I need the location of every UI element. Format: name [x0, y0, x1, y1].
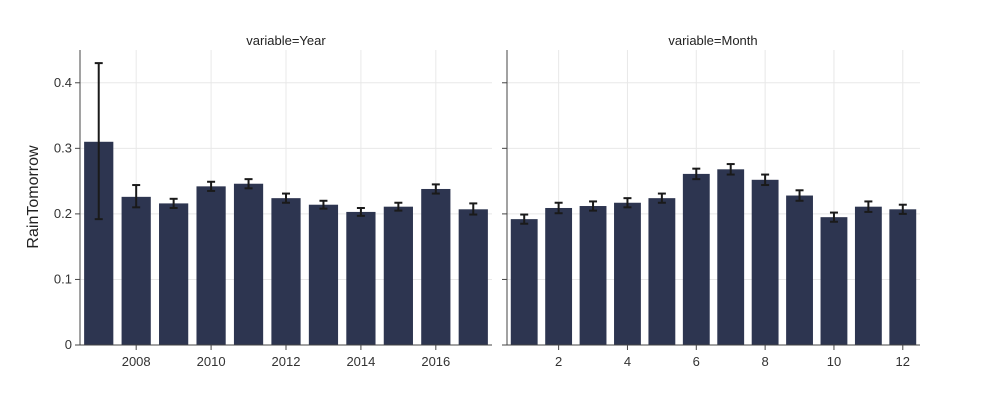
bar	[421, 188, 451, 345]
x-tick-label: 2010	[197, 354, 226, 369]
bar	[308, 204, 339, 345]
x-tick-label: 12	[896, 354, 910, 369]
x-tick-label: 8	[762, 354, 769, 369]
bar	[579, 206, 607, 345]
bar	[854, 206, 882, 345]
y-tick-label: 0.4	[54, 75, 72, 90]
y-tick-label: 0.2	[54, 206, 72, 221]
y-tick-label: 0.3	[54, 140, 72, 155]
x-tick-label: 10	[827, 354, 841, 369]
bar	[510, 219, 538, 345]
bar	[786, 195, 813, 345]
bar	[233, 183, 264, 345]
x-tick-label: 2	[555, 354, 562, 369]
x-tick-label: 6	[693, 354, 700, 369]
x-tick-label: 2016	[421, 354, 450, 369]
bar	[648, 198, 676, 345]
x-tick-label: 2012	[272, 354, 301, 369]
bar	[121, 196, 151, 345]
bar	[458, 209, 488, 345]
bar	[196, 186, 226, 345]
bar	[346, 211, 376, 345]
x-tick-label: 2014	[346, 354, 375, 369]
bar	[159, 203, 189, 345]
bar	[889, 209, 917, 345]
bar	[717, 169, 745, 345]
bar	[383, 206, 413, 345]
facet-title-year: variable=Year	[246, 33, 326, 48]
x-tick-label: 2008	[122, 354, 151, 369]
bar	[271, 198, 301, 345]
y-tick-label: 0.1	[54, 271, 72, 286]
bar	[614, 202, 641, 345]
axis-layer: 0 0.1 0.2 0.3 0.4 2008 2010 2012 2014 2016 2 4 6 8 10 1…	[54, 50, 920, 369]
bar	[545, 207, 573, 345]
bar	[682, 173, 710, 345]
y-tick-label: 0	[65, 337, 72, 352]
bar	[751, 179, 779, 345]
error-bar-layer	[94, 62, 907, 225]
bar	[820, 217, 848, 345]
facet-title-month: variable=Month	[668, 33, 757, 48]
label-layer: variable=Year variable=Month RainTomorro…	[25, 33, 758, 249]
x-tick-label: 4	[624, 354, 631, 369]
bar-layer	[84, 141, 917, 345]
y-axis-title: RainTomorrow	[25, 145, 42, 249]
